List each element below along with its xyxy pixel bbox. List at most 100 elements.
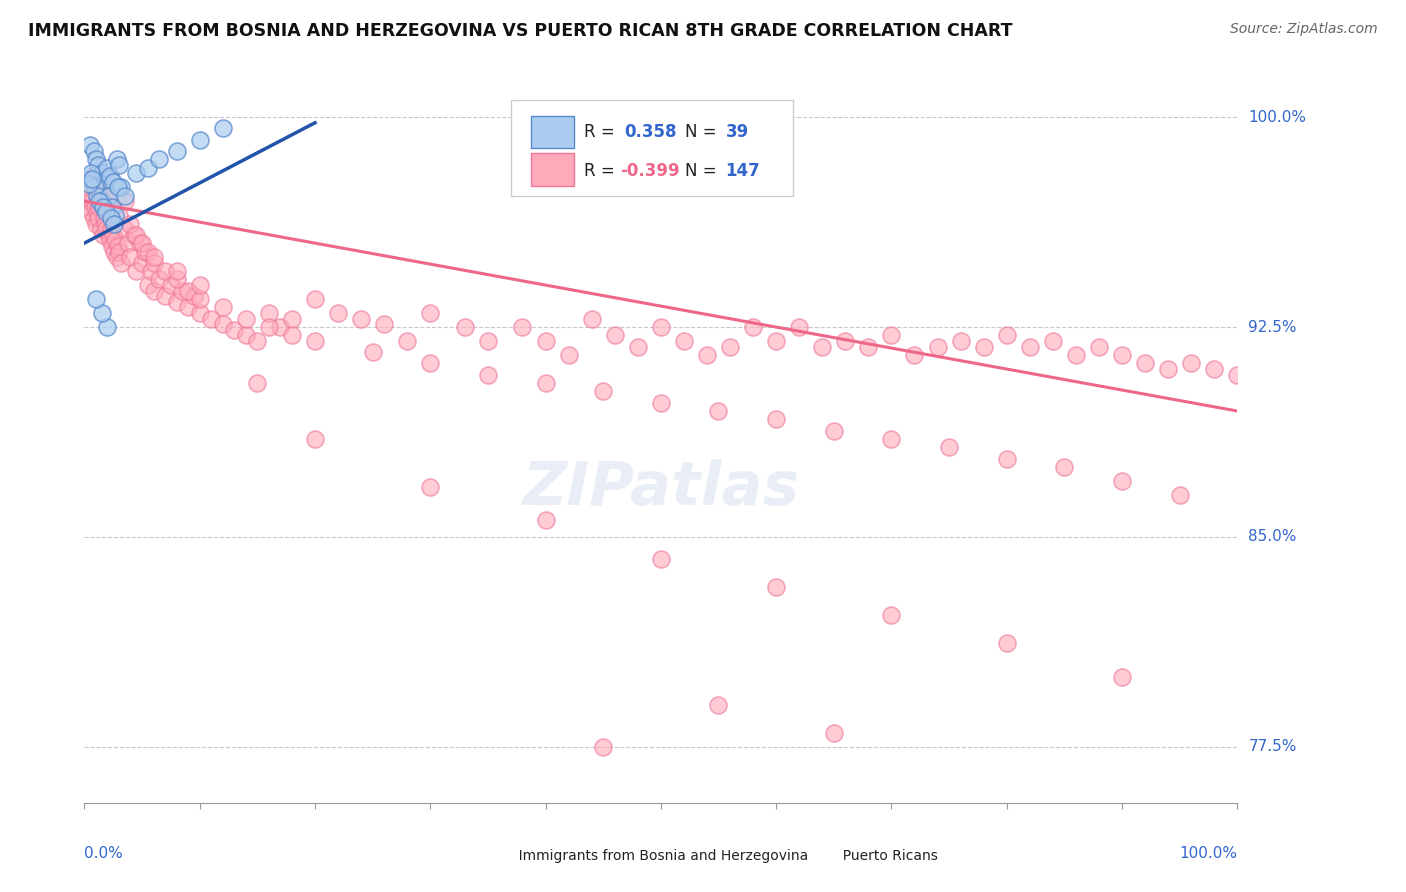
Point xyxy=(77,178,100,192)
Point xyxy=(534,376,557,390)
Point xyxy=(281,311,304,326)
Point xyxy=(177,284,200,298)
Point xyxy=(1088,340,1111,354)
Point xyxy=(235,328,257,343)
Point xyxy=(1168,488,1191,502)
Point xyxy=(93,211,115,225)
Point xyxy=(603,328,626,343)
Point xyxy=(581,311,603,326)
Point xyxy=(84,152,107,166)
Point xyxy=(89,194,111,208)
Point xyxy=(131,236,153,251)
Point xyxy=(211,301,233,315)
Point xyxy=(83,144,105,158)
Point xyxy=(246,376,269,390)
FancyBboxPatch shape xyxy=(510,100,793,196)
Point xyxy=(128,236,150,251)
Point xyxy=(114,222,136,236)
Point xyxy=(811,340,834,354)
Point xyxy=(627,340,650,354)
Point xyxy=(107,180,129,194)
Point xyxy=(188,132,211,146)
Point xyxy=(1064,348,1087,362)
Text: 100.0%: 100.0% xyxy=(1249,110,1306,125)
Point xyxy=(172,284,194,298)
Point xyxy=(96,222,118,236)
Point xyxy=(326,306,349,320)
Text: R =: R = xyxy=(583,123,620,141)
Point xyxy=(718,340,741,354)
Point xyxy=(86,205,108,219)
Point xyxy=(477,368,499,382)
Point xyxy=(89,194,111,208)
Point xyxy=(246,334,269,348)
Point xyxy=(107,239,129,253)
Point xyxy=(765,580,787,594)
Text: 0.0%: 0.0% xyxy=(84,846,124,861)
Point xyxy=(76,180,98,194)
Point xyxy=(672,334,695,348)
Point xyxy=(104,208,127,222)
Point xyxy=(91,227,114,242)
Text: -0.399: -0.399 xyxy=(620,162,681,180)
Point xyxy=(419,306,441,320)
Point xyxy=(949,334,972,348)
Bar xyxy=(530,153,575,186)
Point xyxy=(557,348,579,362)
Point xyxy=(103,200,124,214)
Point xyxy=(98,169,121,183)
Point xyxy=(98,233,121,247)
Point xyxy=(1053,460,1076,475)
Point xyxy=(120,217,142,231)
Point xyxy=(84,292,107,306)
Text: Immigrants from Bosnia and Herzegovina: Immigrants from Bosnia and Herzegovina xyxy=(488,849,808,863)
Point xyxy=(76,194,98,208)
Text: IMMIGRANTS FROM BOSNIA AND HERZEGOVINA VS PUERTO RICAN 8TH GRADE CORRELATION CHA: IMMIGRANTS FROM BOSNIA AND HERZEGOVINA V… xyxy=(28,22,1012,40)
Text: N =: N = xyxy=(685,162,721,180)
Point xyxy=(136,244,159,259)
Point xyxy=(1018,340,1040,354)
Point xyxy=(477,334,499,348)
Point xyxy=(77,200,100,214)
Point xyxy=(696,348,718,362)
Point xyxy=(1111,670,1133,684)
Point xyxy=(96,161,118,175)
Point xyxy=(94,171,117,186)
Point xyxy=(141,264,163,278)
Point xyxy=(84,166,107,180)
Point xyxy=(101,200,124,214)
Point xyxy=(114,188,136,202)
Point xyxy=(512,320,534,334)
Point xyxy=(82,194,104,208)
Point xyxy=(101,239,124,253)
Point xyxy=(257,306,280,320)
Point xyxy=(281,328,304,343)
Point xyxy=(650,320,672,334)
Point xyxy=(76,171,98,186)
Point xyxy=(361,345,384,359)
Point xyxy=(707,698,730,712)
Point xyxy=(89,200,111,214)
Text: Puerto Ricans: Puerto Ricans xyxy=(799,849,938,863)
Point xyxy=(304,292,326,306)
Point xyxy=(90,194,112,208)
Point xyxy=(153,264,176,278)
Point xyxy=(105,152,128,166)
Point xyxy=(114,194,136,208)
Point xyxy=(373,318,395,332)
Point xyxy=(269,320,291,334)
Point xyxy=(166,144,188,158)
Point xyxy=(592,739,614,754)
Point xyxy=(91,200,114,214)
Point xyxy=(1042,334,1064,348)
Point xyxy=(136,278,159,293)
Point xyxy=(131,256,153,270)
Point xyxy=(534,334,557,348)
Text: ZIPatlas: ZIPatlas xyxy=(522,459,800,518)
Point xyxy=(903,348,925,362)
Point xyxy=(90,166,112,180)
Point xyxy=(79,188,101,202)
Point xyxy=(79,138,101,153)
Point xyxy=(166,294,188,309)
Point xyxy=(454,320,477,334)
